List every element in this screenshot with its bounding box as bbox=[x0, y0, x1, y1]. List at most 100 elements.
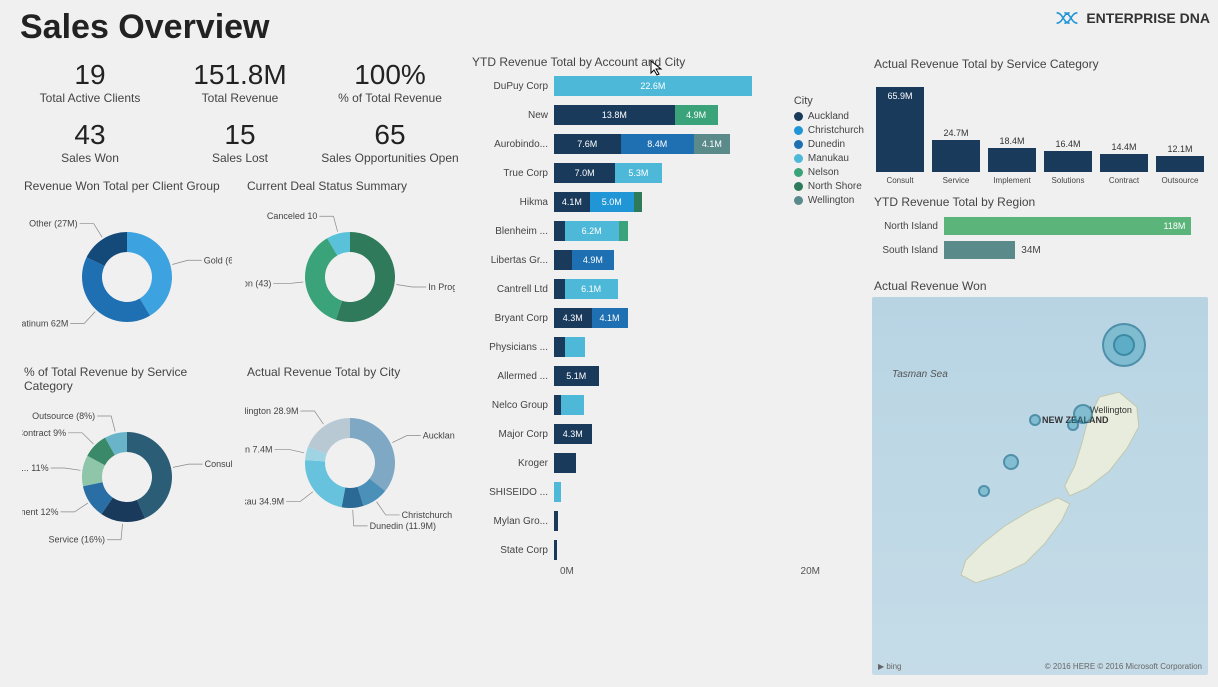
chart-ytd-by-account[interactable]: CityAucklandChristchurchDunedinManukauNe… bbox=[470, 73, 860, 577]
bar-segment: 4.1M bbox=[592, 308, 628, 328]
bar-segment: 4.3M bbox=[554, 424, 592, 444]
bar-segment bbox=[554, 540, 557, 560]
bar-category: Allermed ... bbox=[478, 371, 554, 382]
bar-row[interactable]: Kroger bbox=[478, 450, 860, 476]
legend-item[interactable]: Wellington bbox=[794, 195, 864, 206]
region-row[interactable]: South Island34M bbox=[872, 241, 1208, 259]
bar-segment: 6.1M bbox=[565, 279, 618, 299]
column[interactable]: 12.1MOutsource bbox=[1156, 144, 1204, 185]
chart-revenue-by-service-category[interactable]: Actual Revenue Total by Service Category… bbox=[870, 55, 1210, 187]
chart-revenue-by-city[interactable]: Actual Revenue Total by City Auckland 54… bbox=[243, 363, 460, 677]
kpi-label: Total Active Clients bbox=[20, 91, 160, 105]
bar-segment bbox=[554, 482, 561, 502]
chart-revenue-by-client-group[interactable]: Revenue Won Total per Client Group Gold … bbox=[20, 177, 237, 359]
legend-item[interactable]: Dunedin bbox=[794, 139, 864, 150]
bar-row[interactable]: Allermed ...5.1M bbox=[478, 363, 860, 389]
svg-text:Implement 12%: Implement 12% bbox=[22, 507, 59, 517]
svg-text:Gold (63M): Gold (63M) bbox=[204, 255, 232, 265]
bar-category: Hikma bbox=[478, 197, 554, 208]
legend-item[interactable]: Christchurch bbox=[794, 125, 864, 136]
kpi-card: 100%% of Total Revenue bbox=[320, 59, 460, 105]
kpi-label: % of Total Revenue bbox=[320, 91, 460, 105]
map-bubble[interactable] bbox=[1067, 419, 1079, 431]
bar-category: Bryant Corp bbox=[478, 313, 554, 324]
dna-icon bbox=[1054, 8, 1080, 28]
bar-segment bbox=[554, 511, 558, 531]
kpi-value: 65 bbox=[320, 119, 460, 151]
bar-category: Aurobindo... bbox=[478, 139, 554, 150]
bar-row[interactable]: Physicians ... bbox=[478, 334, 860, 360]
map-bubble[interactable] bbox=[1113, 334, 1135, 356]
bar-category: Kroger bbox=[478, 458, 554, 469]
column[interactable]: 65.9MConsult bbox=[876, 87, 924, 185]
column[interactable]: 24.7MService bbox=[932, 128, 980, 185]
map-outline bbox=[872, 297, 1208, 675]
legend-item[interactable]: Auckland bbox=[794, 111, 864, 122]
bar-category: Physicians ... bbox=[478, 342, 554, 353]
column[interactable]: 18.4MImplement bbox=[988, 136, 1036, 185]
bar-row[interactable]: Major Corp4.3M bbox=[478, 421, 860, 447]
bar-segment: 4.9M bbox=[572, 250, 615, 270]
legend-title: City bbox=[794, 95, 864, 107]
bar-segment: 4.1M bbox=[694, 134, 730, 154]
svg-text:Canceled 10: Canceled 10 bbox=[267, 211, 318, 221]
kpi-card: 19Total Active Clients bbox=[20, 59, 160, 105]
kpi-card: 65Sales Opportunities Open bbox=[320, 119, 460, 165]
kpi-value: 100% bbox=[320, 59, 460, 91]
kpi-label: Sales Opportunities Open bbox=[320, 151, 460, 165]
svg-text:Other (27M): Other (27M) bbox=[29, 219, 78, 229]
bar-segment: 4.9M bbox=[675, 105, 718, 125]
svg-text:Consult 43%: Consult 43% bbox=[205, 459, 232, 469]
bar-row[interactable]: Blenheim ...6.2M bbox=[478, 218, 860, 244]
svg-text:Contract 9%: Contract 9% bbox=[22, 428, 66, 438]
bar-segment: 13.8M bbox=[554, 105, 675, 125]
bar-segment: 7.0M bbox=[554, 163, 615, 183]
bar-segment bbox=[561, 395, 584, 415]
bar-segment bbox=[554, 395, 561, 415]
chart-ytd-by-region[interactable]: YTD Revenue Total by Region North Island… bbox=[870, 193, 1210, 271]
svg-text:Platinum 62M: Platinum 62M bbox=[22, 318, 68, 328]
bar-segment bbox=[554, 279, 565, 299]
bar-row[interactable]: Libertas Gr... 4.9M bbox=[478, 247, 860, 273]
bar-segment: 5.3M bbox=[615, 163, 661, 183]
map-bubble[interactable] bbox=[978, 485, 990, 497]
kpi-value: 15 bbox=[170, 119, 310, 151]
bar-row[interactable]: Cantrell Ltd6.1M bbox=[478, 276, 860, 302]
legend-item[interactable]: Nelson bbox=[794, 167, 864, 178]
bar-segment bbox=[554, 453, 576, 473]
kpi-value: 19 bbox=[20, 59, 160, 91]
svg-text:Service (16%): Service (16%) bbox=[48, 535, 105, 545]
bar-segment bbox=[554, 221, 565, 241]
bar-category: SHISEIDO ... bbox=[478, 487, 554, 498]
legend-item[interactable]: Manukau bbox=[794, 153, 864, 164]
kpi-label: Total Revenue bbox=[170, 91, 310, 105]
bar-row[interactable]: Nelco Group bbox=[478, 392, 860, 418]
svg-text:In Progress 65: In Progress 65 bbox=[428, 282, 455, 292]
column[interactable]: 16.4MSolutions bbox=[1044, 139, 1092, 185]
bar-category: True Corp bbox=[478, 168, 554, 179]
svg-text:Wellington 28.9M: Wellington 28.9M bbox=[245, 406, 298, 416]
region-row[interactable]: North Island118M bbox=[872, 217, 1208, 235]
kpi-card: 15Sales Lost bbox=[170, 119, 310, 165]
svg-text:Won (43): Won (43) bbox=[245, 279, 271, 289]
chart-revenue-won-map[interactable]: Actual Revenue Won Tasman Sea NEW ZEALAN… bbox=[870, 277, 1210, 677]
bar-category: Mylan Gro... bbox=[478, 516, 554, 527]
svg-text:Soluti... 11%: Soluti... 11% bbox=[22, 463, 49, 473]
bar-category: New bbox=[478, 110, 554, 121]
chart-revenue-by-service-pct[interactable]: % of Total Revenue by Service Category C… bbox=[20, 363, 237, 677]
bar-row[interactable]: Bryant Corp4.3M4.1M bbox=[478, 305, 860, 331]
bar-row[interactable]: Mylan Gro... bbox=[478, 508, 860, 534]
bar-row[interactable]: State Corp bbox=[478, 537, 860, 563]
kpi-value: 43 bbox=[20, 119, 160, 151]
bar-segment bbox=[634, 192, 643, 212]
stacked-chart-title: YTD Revenue Total by Account and City bbox=[470, 55, 860, 69]
bar-category: Libertas Gr... bbox=[478, 255, 554, 266]
svg-text:Manukau 34.9M: Manukau 34.9M bbox=[245, 497, 284, 507]
column[interactable]: 14.4MContract bbox=[1100, 142, 1148, 186]
legend-item[interactable]: North Shore bbox=[794, 181, 864, 192]
bar-segment bbox=[619, 221, 628, 241]
bar-row[interactable]: SHISEIDO ... bbox=[478, 479, 860, 505]
chart-deal-status[interactable]: Current Deal Status Summary In Progress … bbox=[243, 177, 460, 359]
svg-text:Christchurch 14.3M: Christchurch 14.3M bbox=[402, 510, 455, 520]
map-attribution-left: ▶ bing bbox=[878, 662, 902, 671]
